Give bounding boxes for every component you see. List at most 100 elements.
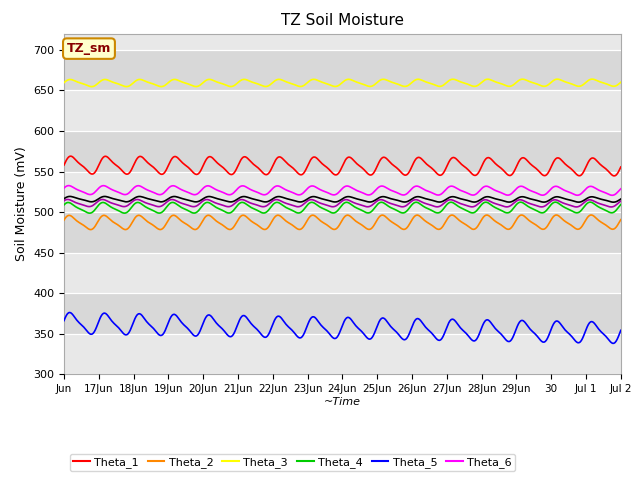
Theta_3 bbox=[88, 84, 96, 89]
Theta_2 bbox=[296, 227, 304, 232]
Theta_6 bbox=[609, 192, 616, 198]
Theta_1 bbox=[399, 171, 407, 177]
Theta_7 bbox=[607, 204, 615, 210]
Theta_5 bbox=[373, 324, 381, 330]
Theta_avg bbox=[234, 196, 242, 202]
Bar bbox=[64, 293, 621, 334]
Theta_3 bbox=[373, 80, 381, 86]
Line: Theta_1: Theta_1 bbox=[64, 156, 621, 176]
Theta_4 bbox=[86, 210, 93, 216]
Theta_4 bbox=[470, 210, 478, 216]
Theta_7 bbox=[296, 204, 304, 209]
Theta_7 bbox=[234, 198, 242, 204]
Theta_6 bbox=[296, 192, 304, 198]
Theta_avg bbox=[470, 199, 478, 205]
Line: Theta_5: Theta_5 bbox=[64, 312, 621, 343]
Line: Theta_7: Theta_7 bbox=[64, 200, 621, 207]
Theta_5 bbox=[296, 335, 304, 341]
Theta_2 bbox=[470, 227, 478, 232]
Theta_1 bbox=[617, 164, 625, 170]
Bar bbox=[64, 171, 621, 212]
Theta_5 bbox=[617, 327, 625, 333]
Theta_avg bbox=[399, 199, 407, 205]
Theta_7 bbox=[617, 198, 625, 204]
Theta_5 bbox=[399, 336, 407, 342]
Text: TZ_sm: TZ_sm bbox=[67, 42, 111, 55]
Theta_1 bbox=[67, 153, 75, 159]
Theta_avg bbox=[373, 196, 381, 202]
Theta_4 bbox=[234, 202, 242, 207]
Theta_1 bbox=[60, 162, 68, 168]
Theta_3 bbox=[234, 79, 242, 85]
Theta_avg bbox=[567, 197, 575, 203]
Theta_avg bbox=[296, 199, 304, 205]
Theta_4 bbox=[373, 203, 381, 208]
Theta_5 bbox=[609, 340, 616, 346]
Theta_2 bbox=[60, 217, 68, 223]
Theta_2 bbox=[617, 217, 625, 223]
Theta_avg bbox=[60, 196, 68, 202]
X-axis label: ~Time: ~Time bbox=[324, 397, 361, 407]
Theta_6 bbox=[234, 185, 242, 191]
Theta_2 bbox=[234, 216, 242, 222]
Theta_3 bbox=[567, 81, 575, 86]
Theta_2 bbox=[373, 218, 381, 224]
Theta_7 bbox=[470, 204, 478, 209]
Theta_6 bbox=[617, 186, 625, 192]
Theta_7 bbox=[373, 198, 381, 204]
Theta_4 bbox=[567, 207, 575, 213]
Theta_6 bbox=[65, 183, 72, 189]
Theta_6 bbox=[399, 192, 407, 198]
Theta_7 bbox=[567, 203, 575, 208]
Theta_2 bbox=[567, 222, 575, 228]
Theta_avg bbox=[617, 196, 625, 202]
Theta_1 bbox=[470, 172, 478, 178]
Theta_1 bbox=[373, 164, 381, 170]
Bar bbox=[64, 90, 621, 131]
Theta_4 bbox=[617, 202, 625, 207]
Theta_4 bbox=[399, 210, 407, 216]
Theta_1 bbox=[610, 173, 618, 179]
Theta_6 bbox=[60, 185, 68, 191]
Y-axis label: Soil Moisture (mV): Soil Moisture (mV) bbox=[15, 146, 28, 262]
Line: Theta_2: Theta_2 bbox=[64, 215, 621, 229]
Bar bbox=[64, 252, 621, 293]
Theta_2 bbox=[87, 227, 95, 232]
Line: Theta_4: Theta_4 bbox=[64, 202, 621, 213]
Bar bbox=[64, 212, 621, 252]
Theta_3 bbox=[296, 84, 304, 89]
Theta_4 bbox=[587, 199, 595, 205]
Line: Theta_avg: Theta_avg bbox=[64, 196, 621, 202]
Theta_avg bbox=[610, 199, 618, 205]
Theta_7 bbox=[399, 204, 407, 210]
Theta_3 bbox=[60, 80, 68, 85]
Theta_3 bbox=[617, 79, 625, 85]
Theta_5 bbox=[567, 333, 575, 338]
Line: Theta_6: Theta_6 bbox=[64, 186, 621, 195]
Theta_6 bbox=[567, 190, 575, 196]
Theta_3 bbox=[588, 76, 596, 82]
Theta_1 bbox=[567, 166, 575, 171]
Line: Theta_3: Theta_3 bbox=[64, 79, 621, 86]
Theta_3 bbox=[470, 84, 478, 89]
Theta_7 bbox=[63, 197, 71, 203]
Theta_5 bbox=[234, 320, 242, 325]
Theta_6 bbox=[470, 192, 478, 198]
Theta_5 bbox=[60, 318, 68, 324]
Theta_4 bbox=[60, 202, 68, 208]
Theta_avg bbox=[66, 193, 74, 199]
Theta_6 bbox=[373, 186, 381, 192]
Theta_2 bbox=[399, 227, 407, 232]
Theta_4 bbox=[296, 210, 304, 216]
Theta_1 bbox=[234, 162, 242, 168]
Theta_5 bbox=[470, 338, 478, 344]
Bar bbox=[64, 131, 621, 171]
Theta_7 bbox=[60, 198, 68, 204]
Bar bbox=[64, 334, 621, 374]
Title: TZ Soil Moisture: TZ Soil Moisture bbox=[281, 13, 404, 28]
Theta_1 bbox=[296, 172, 304, 178]
Theta_3 bbox=[399, 84, 407, 89]
Theta_5 bbox=[66, 310, 74, 315]
Theta_2 bbox=[587, 212, 595, 218]
Bar bbox=[64, 50, 621, 90]
